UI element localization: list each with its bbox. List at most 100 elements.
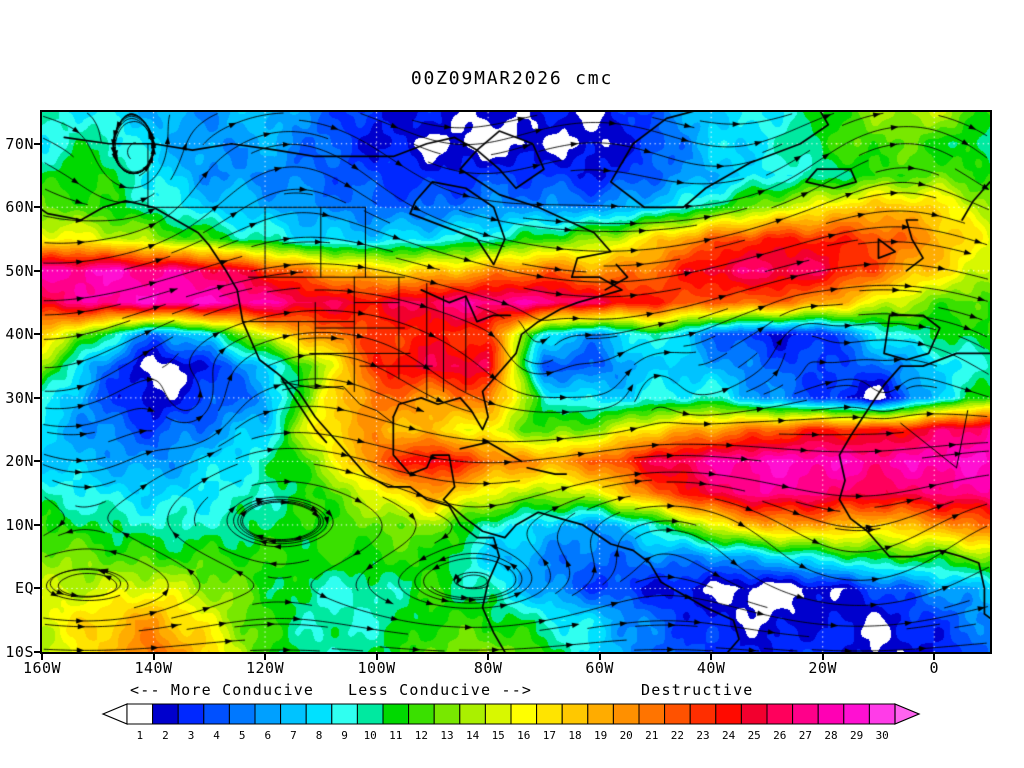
axis-tick-mark — [34, 206, 40, 209]
colorbar-tick-label: 26 — [773, 729, 786, 742]
colorbar-cell — [280, 703, 307, 725]
x-tick-label: 100W — [357, 659, 396, 677]
colorbar-cell — [203, 703, 230, 725]
colorbar-cell — [766, 703, 794, 725]
axis-tick-mark — [598, 654, 601, 660]
colorbar-tick-label: 13 — [440, 729, 453, 742]
y-tick-label: 40N — [5, 325, 34, 344]
y-tick-label: 20N — [5, 452, 34, 471]
colorbar-cell — [254, 703, 282, 725]
x-tick-label: 60W — [585, 659, 614, 677]
colorbar-cell — [843, 703, 870, 725]
colorbar-cell — [792, 703, 819, 725]
colorbar-cell — [715, 703, 742, 725]
shear-map-canvas — [42, 112, 990, 652]
y-tick-label: 50N — [5, 261, 34, 280]
x-tick-label: 80W — [473, 659, 503, 677]
axis-tick-mark — [34, 142, 40, 145]
colorbar-tick-label: 2 — [162, 729, 169, 742]
colorbar-cell — [587, 703, 614, 725]
axis-tick-mark — [152, 654, 155, 660]
y-tick-label: 10N — [5, 515, 34, 534]
colorbar-cell — [664, 703, 691, 725]
colorbar-cell — [356, 703, 384, 725]
legend-less-conducive: Less Conducive --> — [348, 681, 533, 699]
legend-destructive: Destructive — [641, 681, 754, 699]
colorbar-tick-label: 5 — [239, 729, 246, 742]
colorbar: 1 2 3 4 5 6 7 8 9 10 11 12 13 14 15 16 17 18 19 20 21 22 23 24 2… — [101, 703, 921, 742]
colorbar-tick-label: 28 — [824, 729, 837, 742]
colorbar-cell — [510, 703, 538, 725]
colorbar-tick-label: 25 — [748, 729, 761, 742]
colorbar-cell — [228, 703, 256, 725]
colorbar-cell — [382, 703, 410, 725]
colorbar-cell — [740, 703, 768, 725]
colorbar-under-arrow — [101, 703, 128, 725]
colorbar-cell — [126, 703, 154, 725]
axis-tick-mark — [34, 269, 40, 272]
colorbar-tick-label: 27 — [799, 729, 812, 742]
colorbar-tick-label: 15 — [492, 729, 505, 742]
axis-tick-mark — [34, 396, 40, 399]
colorbar-cell — [638, 703, 666, 725]
colorbar-cell — [536, 703, 563, 725]
chart-title-datetime: 00Z09MAR2026 cmc — [410, 68, 614, 89]
colorbar-cell — [459, 703, 486, 725]
colorbar-tick-label: 8 — [316, 729, 323, 742]
colorbar-tick-label: 19 — [594, 729, 607, 742]
colorbar-cell — [817, 703, 845, 725]
colorbar-tick-label: 12 — [415, 729, 428, 742]
axis-tick-mark — [933, 654, 936, 660]
axis-tick-mark — [34, 651, 40, 653]
colorbar-over-arrow — [894, 703, 921, 725]
colorbar-cell — [484, 703, 512, 725]
y-tick-label: 10S — [5, 643, 34, 661]
x-tick-label: 0 — [929, 659, 939, 677]
axis-tick-mark — [375, 654, 378, 660]
colorbar-tick-label: 9 — [341, 729, 348, 742]
legend-more-conducive: <-- More Conducive — [130, 681, 315, 699]
axis-tick-mark — [264, 654, 267, 660]
colorbar-tick-label: 14 — [466, 729, 480, 742]
x-tick-label: 120W — [245, 659, 285, 677]
x-tick-label: 140W — [134, 659, 173, 677]
colorbar-tick-label: 30 — [876, 729, 889, 742]
x-tick-label: 20W — [808, 659, 837, 677]
colorbar-cell — [689, 703, 717, 725]
x-tick-label: 160W — [22, 659, 62, 677]
colorbar-tick-label: 17 — [543, 729, 556, 742]
colorbar-tick-label: 29 — [850, 729, 863, 742]
colorbar-tick-label: 22 — [671, 729, 684, 742]
colorbar-cell — [152, 703, 179, 725]
colorbar-cell — [177, 703, 205, 725]
shear-map-plot — [40, 110, 992, 654]
y-tick-label: EQ — [14, 579, 34, 598]
colorbar-cell — [868, 703, 896, 725]
y-tick-label: 60N — [5, 198, 34, 217]
colorbar-tick-label: 18 — [568, 729, 581, 742]
colorbar-tick-label: 24 — [722, 729, 736, 742]
colorbar-tick-label: 21 — [645, 729, 658, 742]
y-tick-label: 70N — [5, 134, 34, 153]
axis-tick-mark — [34, 523, 40, 526]
axis-tick-mark — [34, 333, 40, 336]
colorbar-tick-label: 7 — [290, 729, 297, 742]
colorbar-cell — [433, 703, 461, 725]
axis-tick-mark — [487, 654, 490, 660]
axis-tick-mark — [34, 460, 40, 463]
axis-tick-mark — [34, 587, 40, 590]
axis-tick-mark — [41, 654, 43, 660]
axis-tick-mark — [821, 654, 824, 660]
colorbar-tick-label: 20 — [620, 729, 633, 742]
axis-tick-mark — [710, 654, 713, 660]
colorbar-cell — [331, 703, 358, 725]
colorbar-tick-label: 3 — [188, 729, 195, 742]
colorbar-tick-label: 23 — [696, 729, 709, 742]
colorbar-cell — [612, 703, 640, 725]
y-tick-label: 30N — [5, 388, 34, 407]
colorbar-tick-label: 10 — [364, 729, 377, 742]
colorbar-tick-label: 4 — [213, 729, 220, 742]
x-tick-label: 40W — [696, 659, 726, 677]
colorbar-cell — [305, 703, 333, 725]
